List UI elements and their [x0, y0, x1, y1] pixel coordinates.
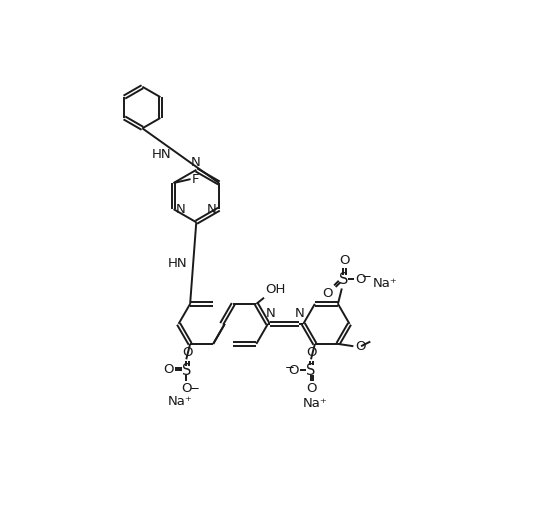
Text: N: N	[266, 307, 275, 320]
Text: F: F	[192, 173, 200, 185]
Text: Na⁺: Na⁺	[302, 397, 327, 410]
Text: O: O	[339, 254, 349, 267]
Text: O: O	[307, 346, 317, 359]
Text: O: O	[163, 363, 174, 376]
Text: S: S	[181, 363, 191, 378]
Text: Na⁺: Na⁺	[168, 394, 192, 408]
Text: HN: HN	[167, 257, 187, 270]
Text: OH: OH	[266, 283, 286, 296]
Text: −: −	[362, 270, 372, 284]
Text: HN: HN	[152, 148, 172, 160]
Text: −: −	[190, 382, 200, 396]
Text: O: O	[307, 382, 317, 396]
Text: N: N	[295, 307, 304, 320]
Text: S: S	[306, 363, 315, 378]
Text: O: O	[182, 346, 192, 359]
Text: O: O	[356, 273, 366, 286]
Text: O: O	[322, 287, 332, 300]
Text: S: S	[339, 272, 348, 287]
Text: −: −	[285, 361, 295, 374]
Text: N: N	[191, 156, 200, 169]
Text: O: O	[288, 363, 299, 377]
Text: N: N	[207, 203, 217, 216]
Text: O: O	[181, 382, 192, 396]
Text: Na⁺: Na⁺	[372, 276, 397, 290]
Text: N: N	[176, 203, 186, 216]
Text: O: O	[355, 340, 365, 353]
